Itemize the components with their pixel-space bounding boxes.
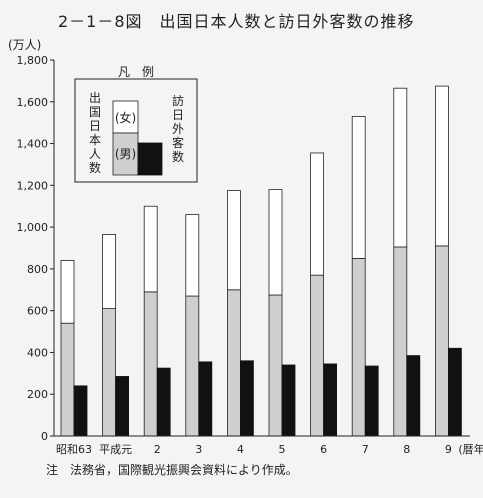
bar-japanese-female <box>434 85 449 247</box>
legend-left-label-char: 人 <box>89 147 101 161</box>
legend-swatch-female <box>112 100 139 134</box>
bar-japanese-male <box>226 289 241 437</box>
bar-japanese-male <box>351 258 366 437</box>
x-axis: 昭和63 平成元 2 3 4 5 6 7 8 9 (暦年) <box>54 435 483 456</box>
x-tick-label: 9 <box>445 443 452 456</box>
legend-left-label-char: 本 <box>89 133 101 147</box>
y-tick-label: 200 <box>27 388 48 401</box>
legend-right-label-char: 数 <box>172 149 184 164</box>
bars <box>60 85 462 437</box>
y-tick-label: 800 <box>27 263 48 276</box>
x-axis-unit: (暦年) <box>458 442 483 456</box>
x-tick-label: 昭和63 <box>56 443 92 456</box>
bar-japanese-female <box>393 87 408 248</box>
bar-foreign-visitors <box>198 361 213 437</box>
y-tick-label: 1,200 <box>17 179 49 192</box>
bar-foreign-visitors <box>406 355 421 437</box>
x-tick-label: 平成元 <box>99 443 132 456</box>
x-tick-label: 8 <box>403 443 410 456</box>
bar-japanese-male <box>434 245 449 437</box>
y-tick-label: 600 <box>27 305 48 318</box>
y-tick-label: 0 <box>41 430 48 443</box>
legend-male-label: (男) <box>115 147 136 161</box>
y-tick-label: 1,800 <box>17 54 49 67</box>
bar-japanese-female <box>310 152 325 276</box>
legend-left-label-char: 日 <box>89 119 101 133</box>
bar-japanese-female <box>351 116 366 259</box>
x-tick-label: 5 <box>279 443 286 456</box>
bar-japanese-male <box>143 291 158 437</box>
y-tick-label: 1,400 <box>17 138 49 151</box>
legend-title: 凡 例 <box>118 65 154 79</box>
bar-foreign-visitors <box>364 365 379 437</box>
x-tick-label: 2 <box>154 443 161 456</box>
legend-right-label-char: 訪 <box>172 93 184 108</box>
legend-right-label-char: 日 <box>172 108 184 122</box>
bar-foreign-visitors <box>239 360 254 437</box>
legend-left-label-char: 出 <box>89 91 101 105</box>
bar-foreign-visitors <box>323 363 338 437</box>
bar-japanese-male <box>393 246 408 437</box>
y-tick-label: 1,000 <box>17 221 49 234</box>
legend-left-label-char: 国 <box>89 105 101 119</box>
bar-japanese-female <box>226 190 241 291</box>
x-tick-label: 7 <box>362 443 369 456</box>
legend-female-label: (女) <box>115 110 136 125</box>
x-tick-label: 3 <box>195 443 202 456</box>
legend-right-label-char: 外 <box>172 122 184 136</box>
legend-right-label-char: 客 <box>172 135 184 150</box>
bar-japanese-female <box>185 214 200 297</box>
bar-japanese-female <box>60 260 75 324</box>
y-axis-unit: (万人) <box>8 38 42 52</box>
bar-foreign-visitors <box>156 367 171 437</box>
bar-japanese-male <box>102 308 116 437</box>
y-tick-label: 1,600 <box>17 96 49 109</box>
bar-japanese-male <box>60 322 75 437</box>
legend-left-label-char: 数 <box>89 160 101 175</box>
bar-japanese-female <box>268 189 283 296</box>
chart-title: 2－1－8図 出国日本人数と訪日外客数の推移 <box>58 12 415 31</box>
bar-foreign-visitors <box>115 376 129 437</box>
x-tick-label: 4 <box>237 443 244 456</box>
bar-japanese-male <box>185 295 200 437</box>
bar-japanese-male <box>310 274 325 437</box>
bar-japanese-female <box>143 205 158 293</box>
bar-foreign-visitors <box>281 364 296 437</box>
y-tick-label: 400 <box>27 346 48 359</box>
bar-japanese-female <box>102 234 116 309</box>
source-note: 注 法務省，国際観光振興会資料により作成。 <box>46 463 298 477</box>
y-axis: 0 200 400 600 800 1,000 1,200 1,400 1,600 1,800 <box>17 54 55 443</box>
bar-foreign-visitors <box>447 347 462 437</box>
bar-foreign-visitors <box>73 385 88 437</box>
x-tick-label: 6 <box>320 443 327 456</box>
legend-swatch-foreign <box>137 142 163 176</box>
bar-japanese-male <box>268 294 283 437</box>
